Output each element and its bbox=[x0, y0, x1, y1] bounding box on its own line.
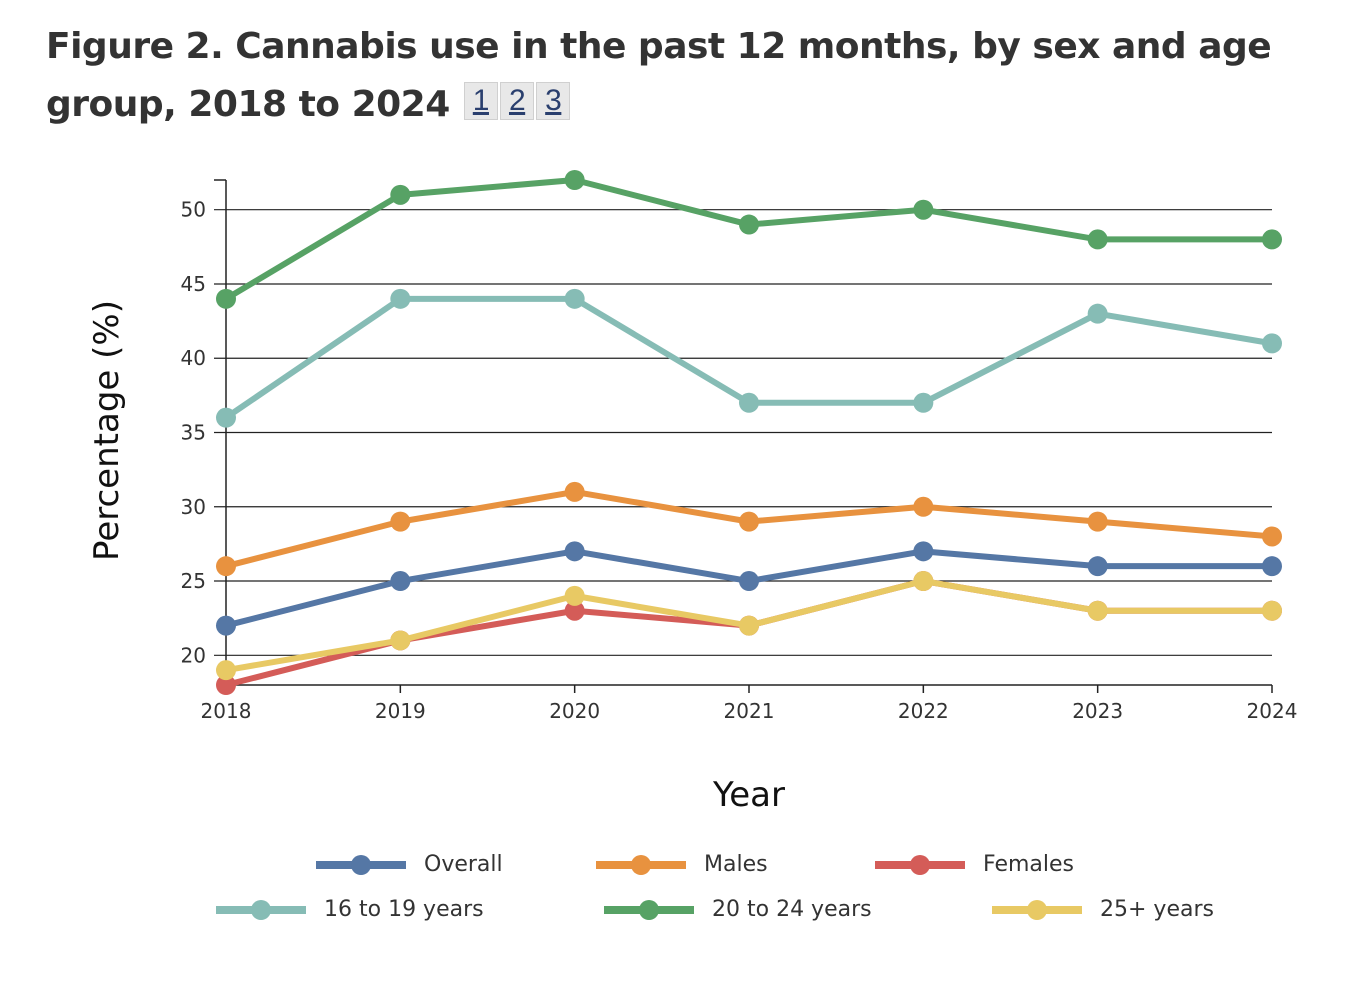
legend-swatch-females bbox=[875, 853, 965, 877]
data-point-25-plus-years-2022 bbox=[913, 571, 934, 592]
data-point-males-2020 bbox=[564, 481, 585, 502]
data-point-males-2019 bbox=[390, 511, 411, 532]
x-tick-label-2023: 2023 bbox=[1072, 699, 1123, 723]
data-point-overall-2021 bbox=[739, 571, 759, 592]
y-tick-label-40: 40 bbox=[181, 346, 206, 370]
data-point-males-2018 bbox=[216, 556, 236, 577]
footnote-link-3[interactable]: 3 bbox=[536, 82, 571, 120]
y-tick-label-25: 25 bbox=[181, 569, 206, 593]
y-tick-label-35: 35 bbox=[181, 421, 206, 445]
legend-label-20-to-24-years: 20 to 24 years bbox=[712, 897, 872, 922]
data-point-20-to-24-years-2020 bbox=[564, 170, 585, 190]
data-point-males-2023 bbox=[1087, 511, 1108, 532]
y-tick-label-45: 45 bbox=[181, 272, 206, 296]
data-point-20-to-24-years-2018 bbox=[216, 288, 236, 309]
figure-title: Figure 2. Cannabis use in the past 12 mo… bbox=[46, 18, 1306, 134]
legend-item-16-to-19-years[interactable]: 16 to 19 years bbox=[216, 897, 484, 922]
x-tick-label-2019: 2019 bbox=[375, 699, 426, 723]
data-point-16-to-19-years-2020 bbox=[564, 288, 585, 309]
legend-item-females[interactable]: Females bbox=[875, 852, 1074, 877]
data-point-16-to-19-years-2024 bbox=[1262, 333, 1282, 354]
data-point-20-to-24-years-2023 bbox=[1087, 229, 1108, 250]
y-tick-label-50: 50 bbox=[181, 198, 206, 222]
data-point-25-plus-years-2019 bbox=[390, 630, 411, 651]
footnote-link-1[interactable]: 1 bbox=[463, 82, 498, 120]
legend-swatch-16-to-19-years bbox=[216, 898, 306, 922]
figure-title-text: Figure 2. Cannabis use in the past 12 mo… bbox=[46, 26, 1272, 125]
y-tick-label-20: 20 bbox=[181, 643, 206, 667]
data-point-20-to-24-years-2022 bbox=[913, 199, 934, 220]
legend-label-females: Females bbox=[983, 852, 1075, 877]
legend-swatch-males bbox=[596, 853, 686, 877]
data-point-16-to-19-years-2021 bbox=[739, 392, 759, 413]
x-tick-label-2020: 2020 bbox=[549, 699, 600, 723]
legend-label-25-plus-years: 25+ years bbox=[1100, 897, 1214, 922]
x-tick-label-2018: 2018 bbox=[201, 699, 252, 723]
data-point-25-plus-years-2020 bbox=[564, 585, 585, 606]
y-tick-label-30: 30 bbox=[181, 495, 206, 519]
x-tick-label-2022: 2022 bbox=[898, 699, 949, 723]
data-point-20-to-24-years-2021 bbox=[739, 214, 759, 235]
series-line-20-to-24-years bbox=[223, 177, 1275, 302]
y-axis-title: Percentage (%) bbox=[87, 300, 127, 561]
legend-label-males: Males bbox=[704, 852, 768, 877]
data-point-females-2018 bbox=[216, 675, 236, 695]
footnote-link-2[interactable]: 2 bbox=[499, 82, 535, 120]
x-tick-label-2024: 2024 bbox=[1247, 699, 1298, 723]
legend-label-16-to-19-years: 16 to 19 years bbox=[324, 897, 484, 922]
data-point-16-to-19-years-2019 bbox=[390, 288, 411, 309]
data-point-overall-2018 bbox=[216, 615, 236, 636]
data-point-25-plus-years-2024 bbox=[1262, 600, 1282, 621]
legend-swatch-20-to-24-years bbox=[604, 898, 694, 922]
data-point-16-to-19-years-2023 bbox=[1087, 303, 1108, 324]
data-point-20-to-24-years-2024 bbox=[1262, 229, 1282, 250]
legend-item-overall[interactable]: Overall bbox=[316, 852, 503, 877]
x-axis-title: Year bbox=[712, 775, 785, 815]
data-point-25-plus-years-2018 bbox=[216, 660, 236, 681]
data-point-25-plus-years-2023 bbox=[1087, 600, 1108, 621]
data-point-25-plus-years-2021 bbox=[739, 615, 759, 636]
data-point-males-2022 bbox=[913, 496, 934, 517]
data-point-overall-2024 bbox=[1262, 556, 1282, 577]
data-point-overall-2020 bbox=[564, 541, 585, 562]
data-point-overall-2019 bbox=[390, 571, 411, 592]
x-tick-label-2021: 2021 bbox=[724, 699, 775, 723]
legend-label-overall: Overall bbox=[424, 852, 503, 877]
legend-swatch-25-plus-years bbox=[992, 898, 1082, 922]
data-point-males-2024 bbox=[1262, 526, 1282, 547]
legend-item-males[interactable]: Males bbox=[596, 852, 768, 877]
data-point-16-to-19-years-2022 bbox=[913, 392, 934, 413]
data-point-overall-2022 bbox=[913, 541, 934, 562]
legend-item-20-to-24-years[interactable]: 20 to 24 years bbox=[604, 897, 872, 922]
data-point-females-2020 bbox=[564, 600, 585, 621]
legend-swatch-overall bbox=[316, 853, 406, 877]
data-point-20-to-24-years-2019 bbox=[390, 184, 411, 205]
data-point-16-to-19-years-2018 bbox=[216, 407, 236, 428]
data-point-males-2021 bbox=[739, 511, 759, 532]
data-point-overall-2023 bbox=[1087, 556, 1108, 577]
legend-item-25-plus-years[interactable]: 25+ years bbox=[992, 897, 1214, 922]
